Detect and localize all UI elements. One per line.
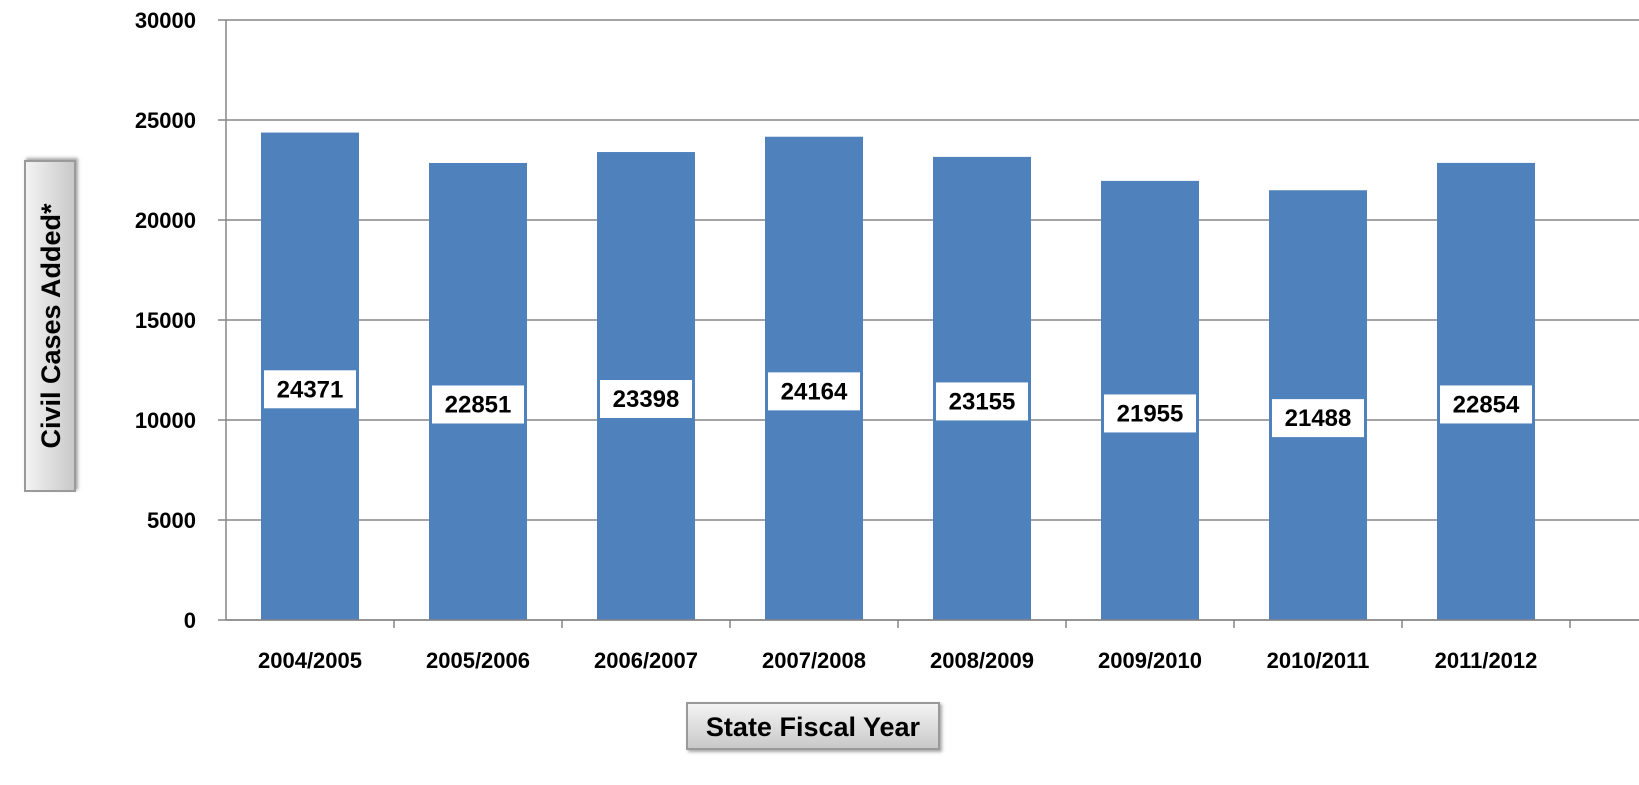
data-label-box	[264, 370, 356, 409]
x-axis-title: State Fiscal Year	[686, 702, 940, 750]
y-axis-title: Civil Cases Added*	[24, 160, 76, 492]
data-label-box	[936, 382, 1028, 421]
data-label-box	[1272, 399, 1364, 438]
x-tick-label: 2010/2011	[1267, 648, 1370, 673]
y-axis-ticks: 0 5000 10000 15000 20000 25000 30000	[135, 8, 226, 633]
data-label: 24371	[277, 376, 344, 403]
x-tick-label: 2009/2010	[1098, 648, 1202, 673]
data-label-box	[600, 380, 692, 419]
y-tick-label: 15000	[135, 308, 196, 333]
data-labels: 24371 22851 23398 24164 23155 21955 21488 22854	[264, 370, 1532, 438]
data-label: 21955	[1117, 400, 1184, 427]
y-tick-label: 20000	[135, 208, 196, 233]
x-tick-label: 2006/2007	[594, 648, 698, 673]
data-label-box	[1440, 385, 1532, 424]
y-tick-label: 5000	[147, 508, 196, 533]
data-label-box	[432, 385, 524, 424]
x-tick-label: 2005/2006	[426, 648, 530, 673]
y-tick-label: 30000	[135, 8, 196, 33]
x-tick-label: 2007/2008	[762, 648, 866, 673]
x-axis-ticks: 2004/2005 2005/2006 2006/2007 2007/2008 2008…	[258, 620, 1571, 673]
x-tick-label: 2011/2012	[1435, 648, 1538, 673]
data-label: 23398	[613, 386, 680, 413]
data-label: 22851	[445, 391, 512, 418]
data-label: 23155	[949, 388, 1016, 415]
data-label: 24164	[781, 378, 848, 405]
y-tick-label: 0	[184, 608, 196, 633]
x-tick-label: 2004/2005	[258, 648, 362, 673]
axes	[225, 20, 1639, 621]
data-label: 22854	[1453, 391, 1520, 418]
data-label-box	[1104, 394, 1196, 433]
data-label-box	[768, 372, 860, 411]
data-label: 21488	[1285, 405, 1352, 432]
bars	[261, 132, 1535, 621]
x-tick-label: 2008/2009	[930, 648, 1034, 673]
y-tick-label: 10000	[135, 408, 196, 433]
y-tick-label: 25000	[135, 108, 196, 133]
